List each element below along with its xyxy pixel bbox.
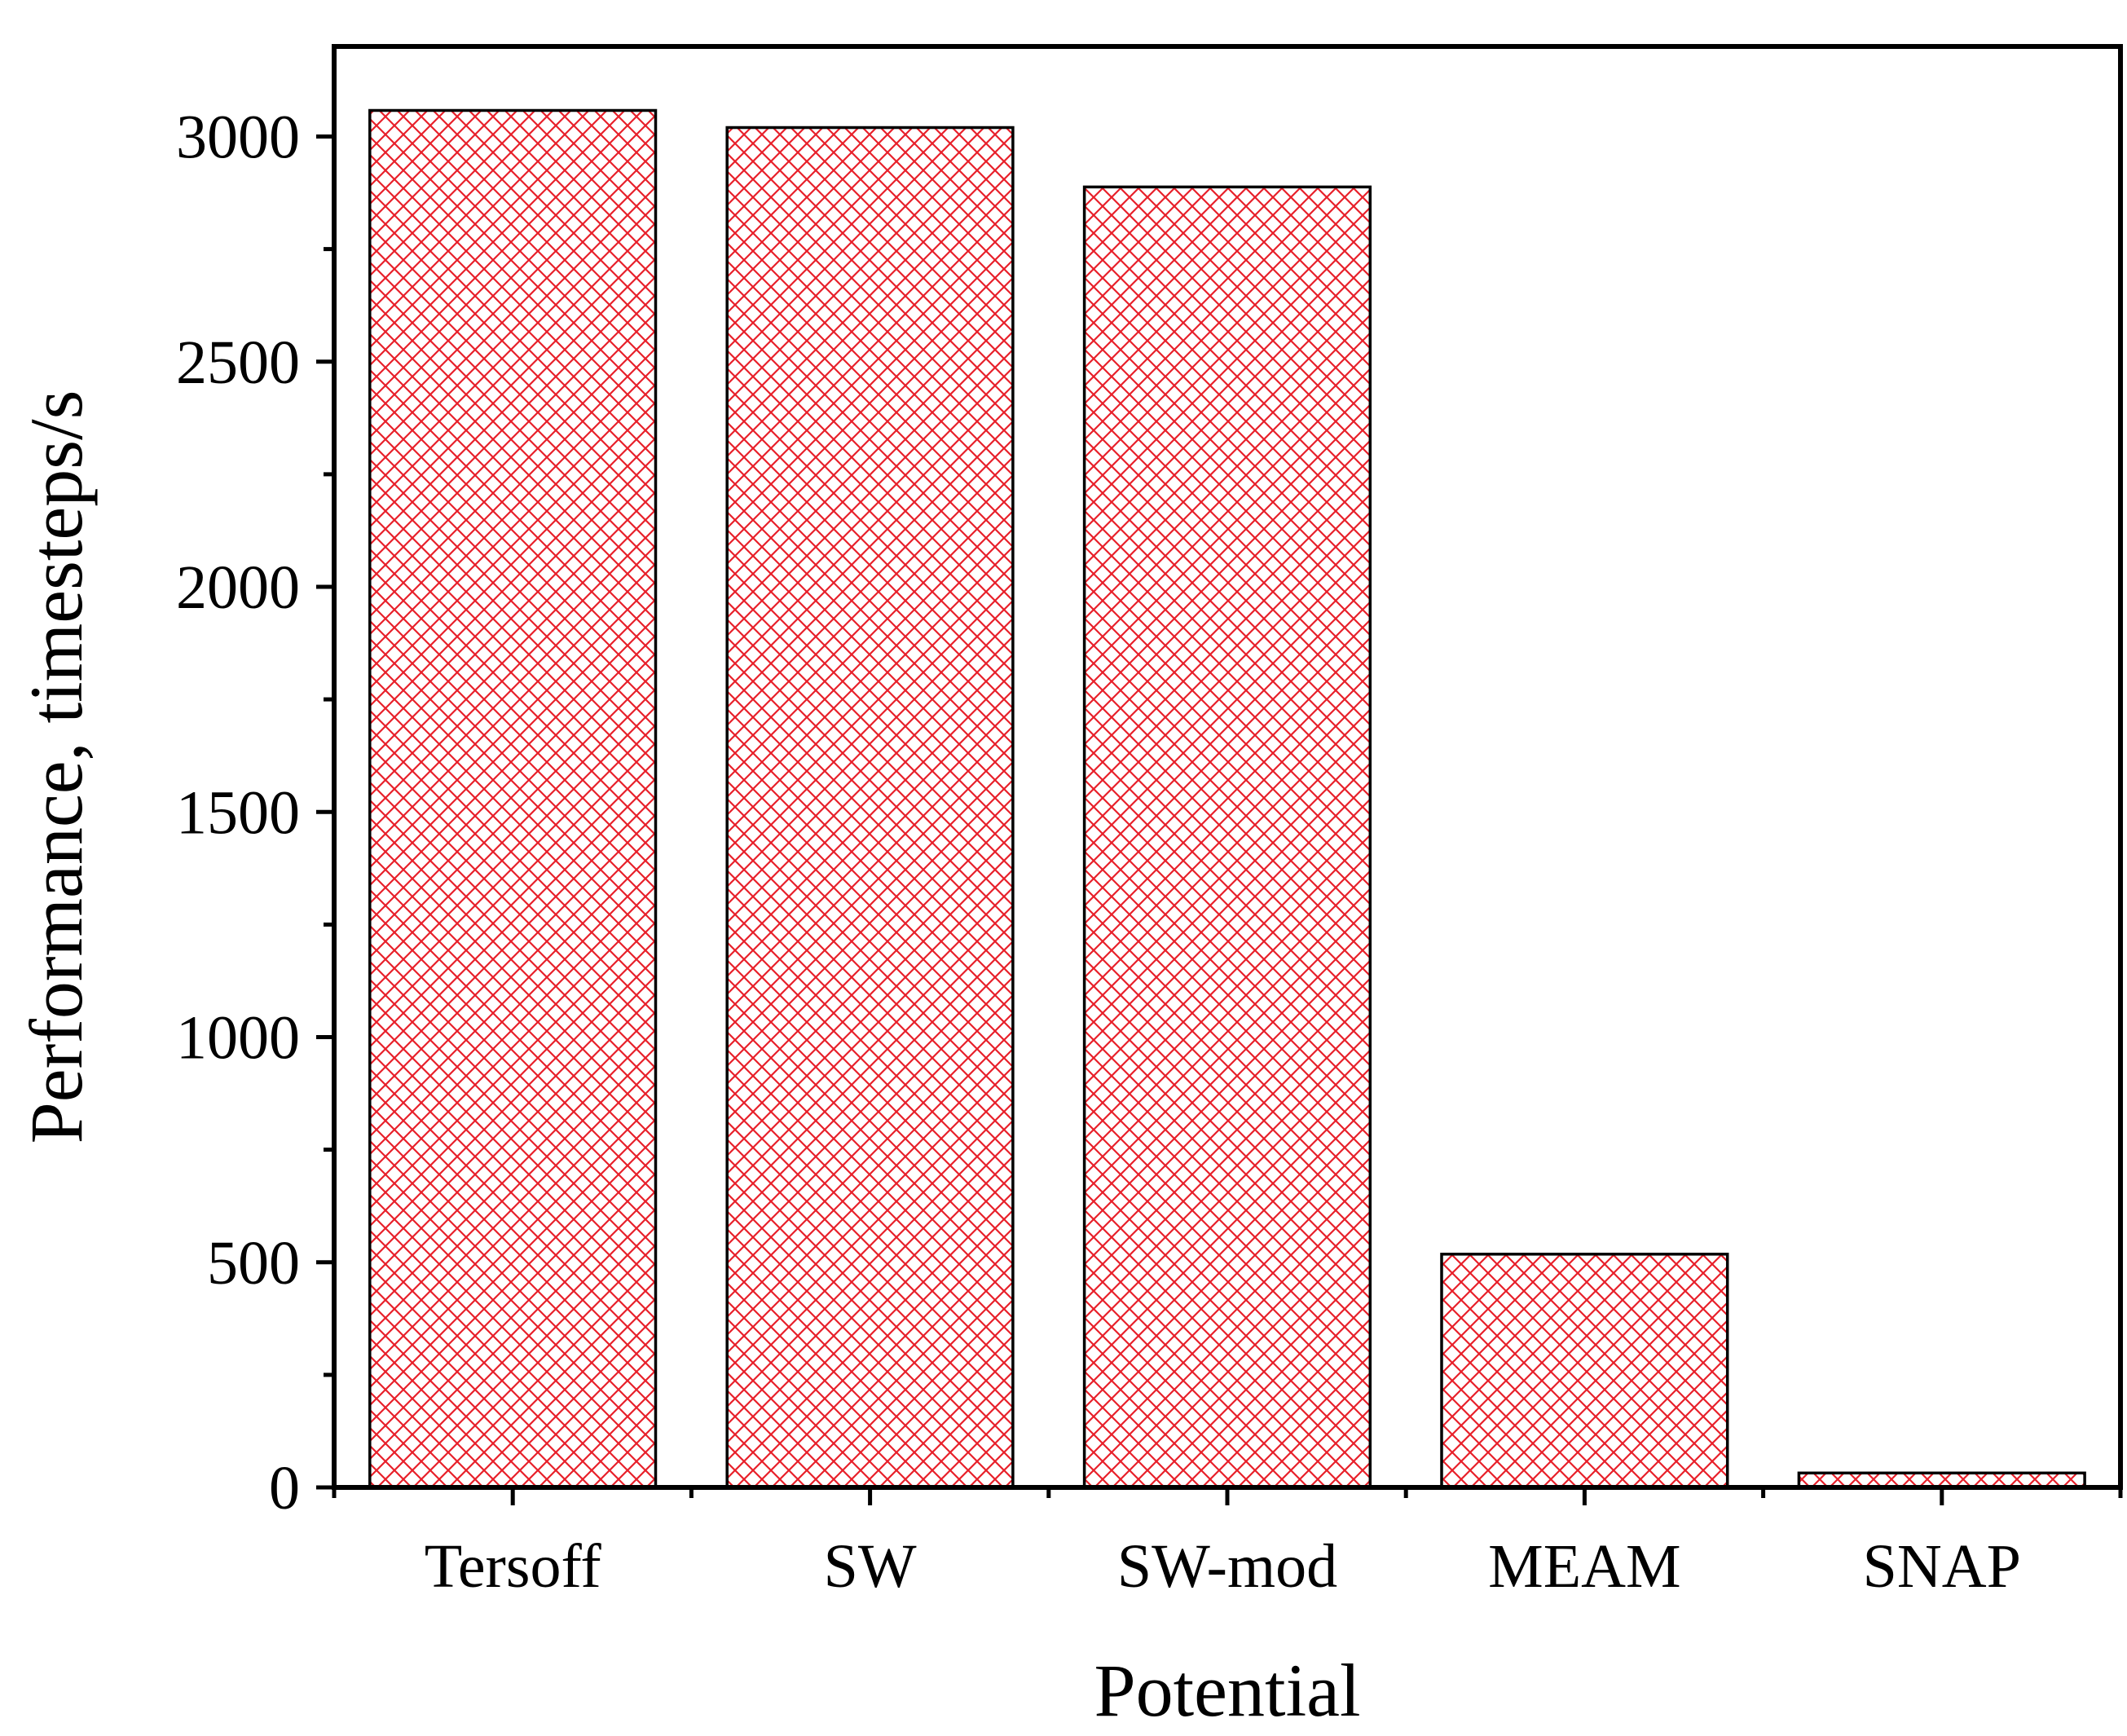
x-tick-label: SNAP: [1863, 1532, 2021, 1601]
x-tick-label: SW-mod: [1117, 1532, 1337, 1601]
x-tick-label: MEAM: [1488, 1532, 1680, 1601]
y-tick-label: 3000: [176, 104, 300, 172]
x-tick-label: SW: [824, 1532, 917, 1601]
x-axis-ticks: Tersoff SW SW-mod MEAM SNAP: [332, 1487, 2123, 1601]
bars-group: [368, 108, 2086, 1489]
x-axis-title: Potential: [1094, 1649, 1360, 1732]
bar-tersoff: [368, 108, 658, 1489]
y-axis-title: Performance, timesteps/s: [15, 390, 98, 1144]
y-tick-label: 2500: [176, 328, 300, 397]
bar-meam: [1440, 1253, 1729, 1489]
bar-sw-mod: [1082, 185, 1372, 1489]
y-tick-label: 0: [269, 1454, 300, 1522]
y-tick-label: 1500: [176, 778, 300, 847]
y-tick-label: 1000: [176, 1004, 300, 1073]
x-tick-label: Tersoff: [425, 1532, 602, 1601]
bar-sw: [725, 126, 1015, 1489]
y-tick-label: 2000: [176, 553, 300, 622]
y-tick-label: 500: [207, 1229, 300, 1298]
y-axis-ticks: 0 500 1000 1500 2000 2500 3000: [176, 104, 334, 1522]
